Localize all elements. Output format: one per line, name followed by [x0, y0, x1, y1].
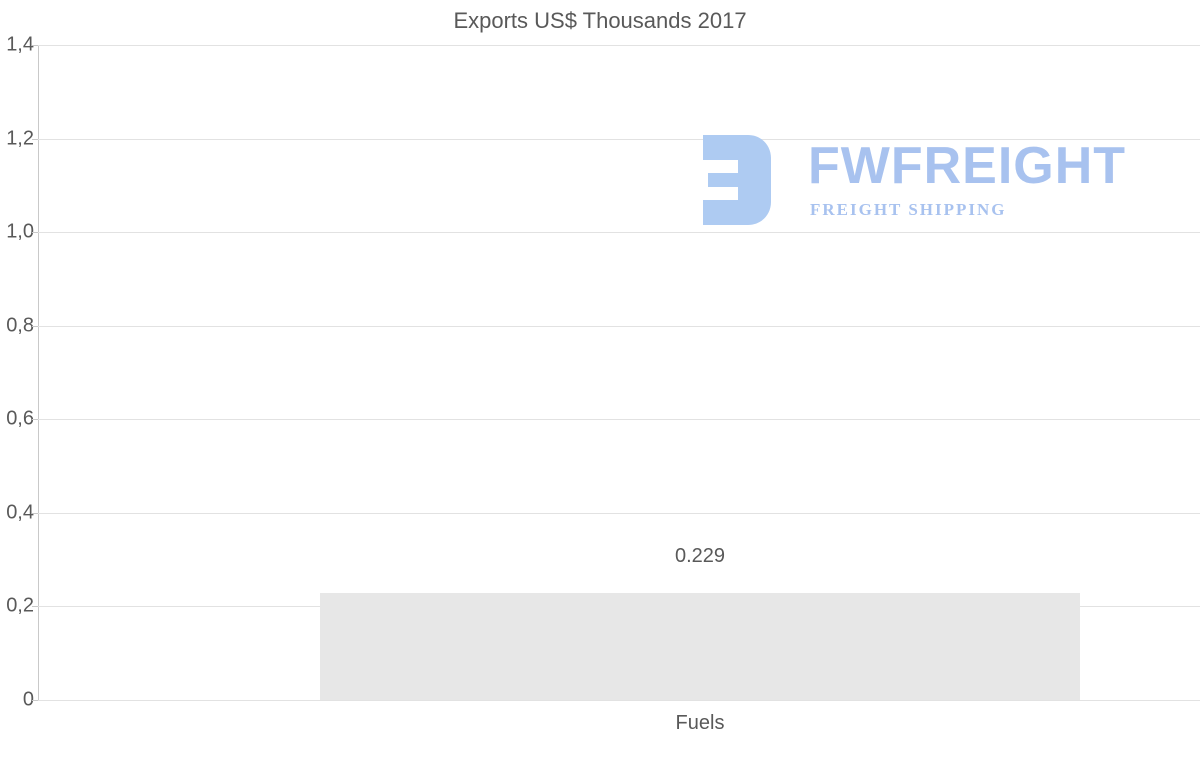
company-logo: FWFREIGHT FREIGHT SHIPPING — [693, 115, 1193, 245]
tick-mark-0.6 — [32, 419, 38, 420]
ytick-label-1.2: 1,2 — [0, 127, 34, 150]
xtick-label-fuels: Fuels — [320, 700, 1080, 735]
logo-text-block: FWFREIGHT FREIGHT SHIPPING — [808, 140, 1126, 220]
tick-mark-1.4 — [32, 45, 38, 46]
ytick-label-0.6: 0,6 — [0, 408, 34, 431]
plot-area: 1,4 1,2 1,0 0,8 0,6 0,4 0,2 0 FWFREIGHT — [38, 45, 1200, 700]
tick-mark-0.4 — [32, 513, 38, 514]
tick-mark-0 — [32, 700, 38, 701]
gridline-0.6 — [38, 419, 1200, 420]
gridline-0.8 — [38, 326, 1200, 327]
gridline-1.4 — [38, 45, 1200, 46]
ytick-label-0.8: 0,8 — [0, 314, 34, 337]
tick-mark-1.0 — [32, 232, 38, 233]
logo-main-text: FWFREIGHT — [808, 140, 1126, 192]
bar-fuels[interactable] — [320, 593, 1080, 700]
bar-value-label-fuels: 0.229 — [320, 545, 1080, 568]
fwfreight-icon — [693, 125, 793, 235]
chart-container: Exports US$ Thousands 2017 1,4 1,2 1,0 0… — [0, 0, 1200, 763]
tick-mark-1.2 — [32, 139, 38, 140]
ytick-label-1.4: 1,4 — [0, 34, 34, 57]
ytick-label-0.2: 0,2 — [0, 595, 34, 618]
tick-mark-0.2 — [32, 606, 38, 607]
ytick-label-0: 0 — [0, 689, 34, 712]
ytick-label-1.0: 1,0 — [0, 221, 34, 244]
logo-sub-text: FREIGHT SHIPPING — [810, 200, 1126, 220]
tick-mark-0.8 — [32, 326, 38, 327]
ytick-label-0.4: 0,4 — [0, 501, 34, 524]
y-axis-line — [38, 45, 39, 700]
chart-title: Exports US$ Thousands 2017 — [0, 8, 1200, 34]
gridline-0.4 — [38, 513, 1200, 514]
